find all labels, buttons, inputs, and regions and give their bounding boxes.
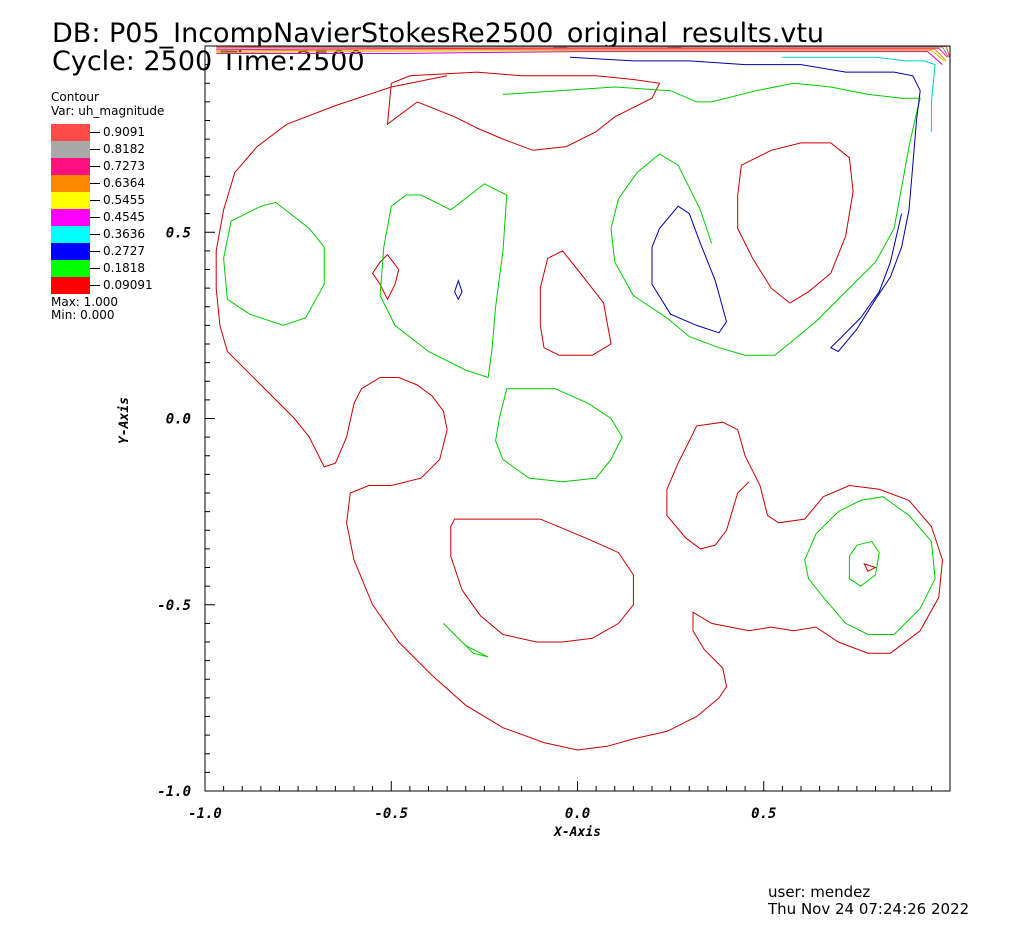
- legend-level-label: 0.9091: [103, 125, 145, 139]
- legend-tick: [90, 183, 100, 184]
- contour-line: [863, 562, 877, 572]
- contour-line: [502, 82, 921, 356]
- contour-line: [371, 253, 400, 301]
- legend-level-label: 0.2727: [103, 244, 145, 258]
- contour-line: [450, 518, 634, 643]
- contour-line: [379, 183, 508, 379]
- legend-level: 0.09091: [51, 277, 164, 294]
- legend-swatch: [51, 243, 90, 260]
- contour-line: [443, 623, 489, 658]
- contour-line: [569, 56, 921, 353]
- legend-swatch: [51, 175, 90, 192]
- legend-tick: [90, 166, 100, 167]
- legend-level-label: 0.4545: [103, 210, 145, 224]
- legend-swatch: [51, 209, 90, 226]
- legend-variable: Var: uh_magnitude: [51, 104, 165, 118]
- contour-line: [216, 50, 945, 62]
- contour-line: [223, 201, 325, 326]
- legend-title: Contour: [51, 90, 99, 104]
- plot-axes: -1.0 -0.5 0.0 0.5 0.5 0.0 -0.5 -1.0: [157, 45, 951, 822]
- legend-level-label: 0.1818: [103, 261, 145, 275]
- legend-tick: [90, 200, 100, 201]
- y-tick-label: -0.5: [157, 598, 191, 614]
- legend-level-label: 0.3636: [103, 227, 145, 241]
- y-tick-label: 0.5: [166, 225, 191, 241]
- legend-max: Max: 1.000: [51, 295, 119, 309]
- legend-level: 0.5455: [51, 192, 164, 209]
- footer-info: user: mendez Thu Nov 24 07:24:26 2022: [768, 884, 969, 918]
- x-tick-label: -1.0: [188, 806, 222, 822]
- legend-level: 0.6364: [51, 175, 164, 192]
- legend-level: 0.1818: [51, 260, 164, 277]
- db-title: DB: P05_IncompNavierStokesRe2500_origina…: [52, 18, 825, 49]
- legend-tick: [90, 132, 100, 133]
- y-tick-label: 0.0: [166, 412, 191, 428]
- contour-line: [216, 51, 943, 65]
- legend-swatch: [51, 260, 90, 277]
- contour-line: [386, 71, 661, 151]
- contour-legend: Contour Var: uh_magnitude 0.9091 0.8182 0.…: [51, 90, 164, 322]
- contour-line: [215, 75, 944, 751]
- legend-tick: [90, 234, 100, 235]
- contour-line: [848, 540, 880, 587]
- legend-level-label: 0.7273: [103, 159, 145, 173]
- legend-tick: [90, 268, 100, 269]
- contour-line: [495, 388, 623, 483]
- contour-line: [216, 48, 947, 62]
- contour-line: [454, 279, 463, 301]
- contour-line: [216, 46, 949, 58]
- contour-line: [651, 205, 728, 334]
- contour-line: [737, 142, 854, 304]
- contour-lines: [215, 45, 951, 751]
- legend-min: Min: 0.000: [51, 308, 115, 322]
- legend-levels: 0.9091 0.8182 0.7273 0.6364 0.5455 0.4545 0.36…: [51, 124, 164, 294]
- y-axis-title: Y-Axis: [117, 397, 132, 444]
- x-tick-label: -0.5: [374, 806, 408, 822]
- y-tick-label: -1.0: [157, 784, 191, 800]
- cycle-time-label: Cycle: 2500 Time:2500: [52, 46, 365, 77]
- user-label: user: mendez: [768, 883, 871, 901]
- legend-swatch: [51, 277, 90, 294]
- contour-line: [539, 250, 612, 356]
- legend-tick: [90, 251, 100, 252]
- legend-swatch: [51, 141, 90, 158]
- plot-frame: [204, 45, 951, 792]
- legend-swatch: [51, 158, 90, 175]
- legend-swatch: [51, 124, 90, 141]
- x-axis-title: X-Axis: [553, 825, 601, 840]
- contour-line: [782, 56, 936, 132]
- contour-line: [804, 496, 936, 635]
- legend-tick: [90, 217, 100, 218]
- legend-swatch: [51, 192, 90, 209]
- legend-level: 0.3636: [51, 226, 164, 243]
- legend-level: 0.2727: [51, 243, 164, 260]
- legend-level-label: 0.5455: [103, 193, 145, 207]
- legend-level-label: 0.8182: [103, 142, 145, 156]
- legend-level: 0.7273: [51, 158, 164, 175]
- legend-tick: [90, 149, 100, 150]
- legend-tick: [90, 285, 100, 286]
- legend-swatch: [51, 226, 90, 243]
- contour-line: [216, 47, 948, 58]
- x-tick-label: 0.5: [751, 806, 776, 822]
- legend-level: 0.8182: [51, 141, 164, 158]
- legend-level: 0.9091: [51, 124, 164, 141]
- legend-level: 0.4545: [51, 209, 164, 226]
- legend-level-label: 0.09091: [103, 278, 153, 292]
- x-tick-label: 0.0: [565, 806, 590, 822]
- legend-level-label: 0.6364: [103, 176, 145, 190]
- timestamp-label: Thu Nov 24 07:24:26 2022: [768, 900, 970, 918]
